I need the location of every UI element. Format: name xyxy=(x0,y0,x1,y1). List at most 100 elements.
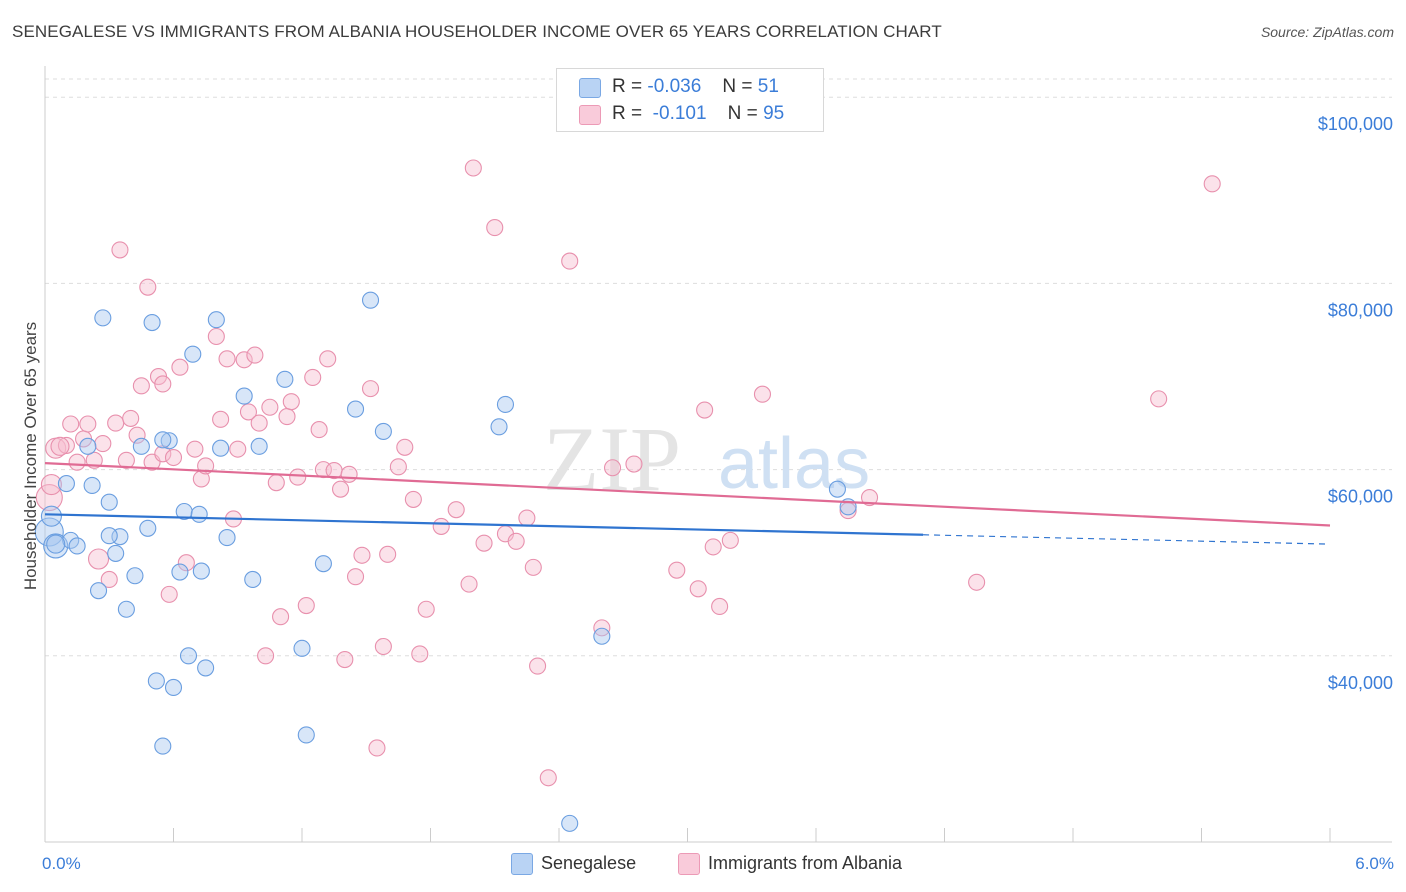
point-albania xyxy=(278,408,296,426)
point-albania xyxy=(250,414,268,432)
point-albania xyxy=(212,410,230,428)
watermark-atlas: atlas xyxy=(718,424,870,504)
point-albania xyxy=(40,473,62,496)
point-albania xyxy=(122,409,140,427)
point-senegalese xyxy=(68,537,86,555)
point-albania xyxy=(561,252,579,270)
point-senegalese xyxy=(184,345,202,363)
point-senegalese xyxy=(139,519,157,537)
legend-n-senegalese: 51 xyxy=(757,76,779,97)
point-albania xyxy=(353,546,371,564)
point-albania xyxy=(154,375,172,393)
trend-line-senegalese xyxy=(44,513,924,536)
point-albania xyxy=(139,278,157,296)
bottom-legend-swatch-albania xyxy=(678,853,700,875)
point-albania xyxy=(603,459,622,477)
point-albania xyxy=(625,455,643,473)
point-albania xyxy=(57,436,75,454)
legend: R = -0.036 N = 51 R = -0.101 N = 95 xyxy=(556,68,824,132)
y-tick-label: $100,000 xyxy=(1318,114,1393,134)
point-senegalese xyxy=(561,814,579,832)
point-senegalese xyxy=(57,475,75,493)
point-albania xyxy=(297,596,315,615)
point-albania xyxy=(346,568,365,586)
point-albania xyxy=(404,490,422,508)
point-albania xyxy=(539,769,557,787)
point-albania xyxy=(50,436,70,456)
point-senegalese xyxy=(593,627,611,645)
legend-n-albania: 95 xyxy=(763,103,785,124)
point-albania xyxy=(860,488,879,507)
point-albania xyxy=(1150,390,1168,408)
point-albania xyxy=(464,159,482,177)
legend-n-label: N = xyxy=(722,76,753,97)
point-senegalese xyxy=(164,678,183,697)
point-senegalese xyxy=(235,387,253,405)
point-albania xyxy=(79,415,97,433)
point-albania xyxy=(246,346,264,364)
point-albania xyxy=(529,657,547,675)
point-albania xyxy=(475,534,493,552)
y-axis-label: Householder Income Over 65 years xyxy=(21,322,40,590)
legend-r-senegalese: -0.036 xyxy=(647,76,702,97)
point-albania xyxy=(524,558,542,576)
point-albania xyxy=(336,650,354,669)
point-albania xyxy=(68,453,86,471)
point-senegalese xyxy=(143,313,161,332)
point-senegalese xyxy=(218,529,236,547)
point-albania xyxy=(177,554,195,572)
point-albania xyxy=(389,458,407,476)
point-albania xyxy=(229,440,247,458)
point-albania xyxy=(753,385,772,403)
bottom-legend-swatch-senegalese xyxy=(511,853,533,875)
point-senegalese xyxy=(94,309,112,327)
point-senegalese xyxy=(100,527,118,545)
tick-labels: $40,000 $60,000 $80,000 $100,000 0.0% 6.0% xyxy=(42,114,1394,873)
point-albania xyxy=(668,561,686,579)
point-albania xyxy=(160,585,178,603)
point-albania xyxy=(35,483,63,512)
point-senegalese xyxy=(361,291,380,309)
point-senegalese xyxy=(293,639,311,657)
point-senegalese xyxy=(314,555,332,573)
point-albania xyxy=(117,451,135,469)
point-albania xyxy=(261,398,279,416)
legend-r-label: R = xyxy=(612,76,643,97)
point-albania xyxy=(368,739,386,757)
point-senegalese xyxy=(297,726,315,744)
point-albania xyxy=(411,645,429,663)
point-albania xyxy=(518,509,536,527)
y-tick-label: $80,000 xyxy=(1328,300,1393,320)
bottom-legend-label-albania: Immigrants from Albania xyxy=(708,853,903,873)
point-albania xyxy=(186,440,204,458)
point-senegalese xyxy=(117,600,135,618)
point-albania xyxy=(257,647,275,665)
point-albania xyxy=(968,573,986,591)
trend-line-albania xyxy=(44,462,1331,527)
point-senegalese xyxy=(496,395,515,414)
point-albania xyxy=(379,545,397,563)
point-albania xyxy=(107,414,125,432)
y-tick-label: $60,000 xyxy=(1328,487,1393,507)
point-albania xyxy=(704,538,722,556)
point-senegalese xyxy=(40,505,62,527)
point-albania xyxy=(62,415,80,433)
point-albania xyxy=(171,358,189,376)
point-senegalese xyxy=(192,562,210,580)
trend-lines xyxy=(44,462,1331,545)
point-albania xyxy=(132,377,150,395)
point-senegalese xyxy=(154,737,172,755)
point-albania xyxy=(417,600,435,618)
series-senegalese-points xyxy=(34,291,857,832)
x-tick-label-max: 6.0% xyxy=(1355,854,1394,873)
point-albania xyxy=(696,401,714,419)
point-senegalese xyxy=(107,544,125,562)
point-albania xyxy=(87,548,110,570)
point-senegalese xyxy=(190,505,208,523)
point-albania xyxy=(267,474,285,492)
chart-title: SENEGALESE VS IMMIGRANTS FROM ALBANIA HO… xyxy=(12,22,942,41)
legend-swatch-senegalese xyxy=(579,78,601,98)
source-label: Source: ZipAtlas.com xyxy=(1260,24,1394,40)
point-senegalese xyxy=(828,480,846,498)
